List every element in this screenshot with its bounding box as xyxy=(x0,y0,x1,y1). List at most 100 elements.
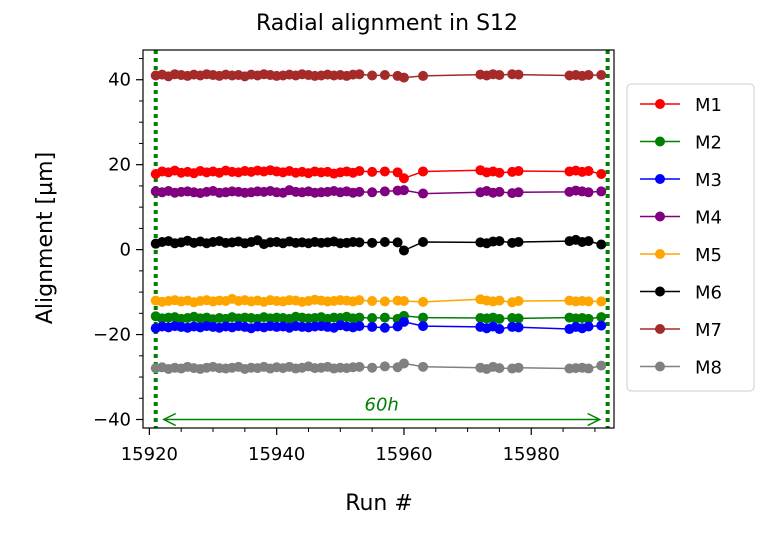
data-point-m8 xyxy=(398,358,409,369)
data-point-m1 xyxy=(367,166,378,177)
data-point-m5 xyxy=(379,296,390,307)
data-point-m5 xyxy=(494,295,505,306)
legend-label: M1 xyxy=(695,95,722,116)
x-tick-label: 15980 xyxy=(503,444,560,465)
duration-arrow-head-left xyxy=(162,412,177,427)
data-point-m3 xyxy=(418,321,429,332)
legend-swatch-marker xyxy=(655,249,665,259)
data-point-m8 xyxy=(596,360,607,371)
data-point-m3 xyxy=(354,321,365,332)
data-point-m5 xyxy=(354,295,365,306)
legend-label: M4 xyxy=(695,208,722,229)
data-point-m1 xyxy=(494,167,505,178)
data-point-m2 xyxy=(379,312,390,323)
series-m5 xyxy=(150,293,607,308)
x-tick-label: 15960 xyxy=(375,444,432,465)
series-m6 xyxy=(150,234,607,256)
data-point-m7 xyxy=(398,72,409,83)
data-point-m8 xyxy=(379,361,390,372)
data-point-m6 xyxy=(392,237,403,248)
legend-entry-m1: M1 xyxy=(640,95,722,116)
data-point-m8 xyxy=(583,363,594,374)
series-m7 xyxy=(150,69,607,83)
data-point-m4 xyxy=(354,186,365,197)
data-point-m4 xyxy=(379,186,390,197)
data-point-m2 xyxy=(583,313,594,324)
series-m3 xyxy=(150,316,607,335)
data-point-m3 xyxy=(379,322,390,333)
legend-swatch-marker xyxy=(655,136,665,147)
data-point-m6 xyxy=(398,245,409,256)
data-point-m5 xyxy=(367,296,378,307)
chart-title: Radial alignment in S12 xyxy=(256,11,518,36)
y-tick-label: 20 xyxy=(108,155,131,176)
data-point-m7 xyxy=(596,70,607,81)
data-point-m1 xyxy=(379,166,390,177)
data-point-m5 xyxy=(418,296,429,307)
y-axis-label: Alignment [µm] xyxy=(33,152,58,324)
legend-label: M3 xyxy=(695,170,722,191)
data-point-m1 xyxy=(398,173,409,184)
y-tick-label: 0 xyxy=(120,240,131,261)
series-m1 xyxy=(150,165,607,184)
axis-ticks: 15920 15940 15960 15980 −40 −20 0 20 40 xyxy=(93,57,596,465)
data-point-m4 xyxy=(367,187,378,198)
data-point-m2 xyxy=(418,312,429,323)
data-point-m1 xyxy=(392,167,403,178)
data-point-m6 xyxy=(596,239,607,250)
legend-label: M7 xyxy=(695,320,722,341)
y-tick-label: −20 xyxy=(93,325,131,346)
data-point-m2 xyxy=(367,312,378,323)
data-point-m7 xyxy=(367,70,378,81)
data-point-m3 xyxy=(513,322,524,333)
x-tick-label: 15940 xyxy=(248,444,305,465)
data-point-m2 xyxy=(596,312,607,323)
data-point-m2 xyxy=(513,313,524,324)
legend-swatch-marker xyxy=(655,211,665,222)
data-point-m1 xyxy=(596,169,607,180)
y-tick-label: −40 xyxy=(93,410,131,431)
data-point-m7 xyxy=(379,70,390,81)
legend-label: M6 xyxy=(695,283,722,304)
data-point-m7 xyxy=(494,70,505,81)
legend-label: M8 xyxy=(695,358,722,379)
plot-area: 60h 15920 15940 15960 15980 −40 −20 0 20 40 xyxy=(93,49,615,465)
series-m2 xyxy=(150,310,607,325)
series-m8 xyxy=(150,358,607,374)
legend-swatch-marker xyxy=(655,361,665,372)
data-point-m2 xyxy=(494,313,505,324)
data-point-m1 xyxy=(418,166,429,177)
data-point-m7 xyxy=(583,70,594,81)
series-layer xyxy=(150,69,607,374)
data-point-m6 xyxy=(379,236,390,247)
data-point-m6 xyxy=(367,237,378,248)
y-tick-label: 40 xyxy=(108,70,131,91)
x-tick-label: 15920 xyxy=(121,444,178,465)
legend-swatch-marker xyxy=(655,324,665,334)
legend-entry-m5: M5 xyxy=(640,245,722,266)
data-point-m7 xyxy=(418,70,429,81)
legend-entry-m4: M4 xyxy=(640,208,722,229)
data-point-m5 xyxy=(583,296,594,307)
data-point-m7 xyxy=(513,69,524,80)
data-point-m1 xyxy=(354,166,365,177)
data-point-m4 xyxy=(513,187,524,198)
legend-label: M5 xyxy=(695,245,722,266)
legend-entry-m3: M3 xyxy=(640,170,722,191)
data-point-m5 xyxy=(513,296,524,307)
data-point-m6 xyxy=(354,237,365,248)
plot-frame xyxy=(142,49,615,429)
data-point-m4 xyxy=(418,188,429,199)
legend-entry-m8: M8 xyxy=(640,358,722,379)
x-axis-label: Run # xyxy=(345,491,413,516)
data-point-m7 xyxy=(354,69,365,80)
legend-swatch-marker xyxy=(655,286,665,297)
data-point-m6 xyxy=(418,236,429,247)
data-point-m3 xyxy=(398,316,409,327)
series-m4 xyxy=(150,185,607,199)
legend-entry-m7: M7 xyxy=(640,320,722,341)
duration-label: 60h xyxy=(365,395,399,416)
data-point-m4 xyxy=(583,187,594,198)
data-point-m1 xyxy=(583,166,594,177)
